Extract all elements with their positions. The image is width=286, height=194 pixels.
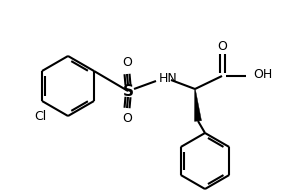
Text: S: S (122, 83, 134, 99)
Text: O: O (122, 56, 132, 69)
Text: Cl: Cl (34, 110, 46, 123)
Text: O: O (217, 41, 227, 54)
Text: OH: OH (253, 68, 272, 81)
Text: HN: HN (159, 72, 178, 85)
Text: O: O (122, 113, 132, 126)
Polygon shape (194, 89, 201, 121)
